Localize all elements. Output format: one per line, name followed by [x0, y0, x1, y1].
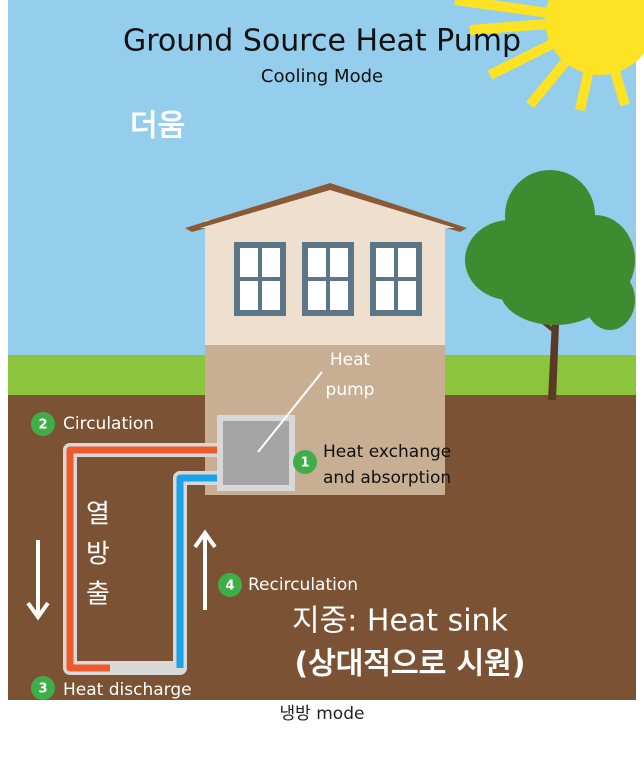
step-label: Recirculation	[248, 575, 358, 595]
title: Ground Source Heat Pump	[123, 24, 521, 59]
step-number: 1	[300, 456, 309, 471]
heat-pump-unit	[217, 415, 295, 491]
step-badge	[218, 573, 242, 597]
callout-line	[257, 371, 323, 453]
discharge-label: 출	[86, 580, 110, 610]
caption: 냉방 mode	[280, 704, 365, 724]
step-label: Circulation	[63, 414, 154, 434]
subtitle: Cooling Mode	[261, 66, 383, 87]
step-label: Heat exchange	[323, 442, 451, 462]
heat-pump-label: pump	[326, 380, 375, 400]
step-number: 4	[225, 579, 234, 594]
step-label: and absorption	[323, 468, 451, 488]
step-number: 3	[38, 682, 47, 697]
discharge-label: 방	[86, 540, 110, 570]
pipes	[63, 443, 220, 675]
house	[185, 183, 467, 495]
step-number: 2	[38, 418, 47, 433]
hot-label: 더움	[130, 109, 185, 144]
sun	[454, 0, 644, 112]
discharge-label: 열	[86, 500, 110, 530]
step-label: Heat discharge	[63, 680, 192, 700]
sink-label: (상대적으로 시원)	[294, 647, 525, 682]
sink-label: 지중: Heat sink	[292, 604, 509, 639]
step-badge	[31, 676, 55, 700]
tree	[465, 170, 635, 400]
step-badge	[293, 450, 317, 474]
heat-pump-label: Heat	[330, 350, 371, 370]
step-badge	[31, 412, 55, 436]
arrows	[26, 529, 217, 621]
